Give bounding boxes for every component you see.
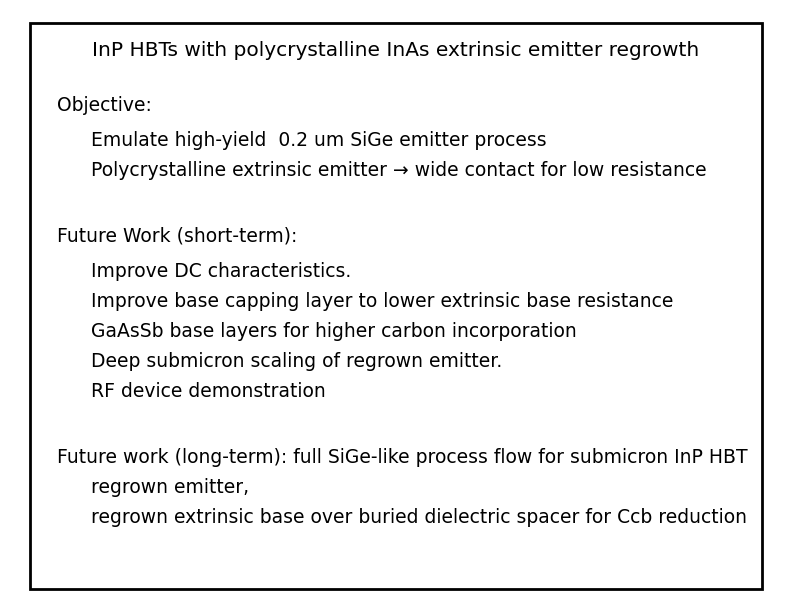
Text: RF device demonstration: RF device demonstration: [91, 381, 326, 401]
Text: Improve base capping layer to lower extrinsic base resistance: Improve base capping layer to lower extr…: [91, 291, 673, 311]
Text: Objective:: Objective:: [57, 95, 152, 115]
Text: Future work (long-term): full SiGe-like process flow for submicron InP HBT: Future work (long-term): full SiGe-like …: [57, 447, 748, 467]
Text: GaAsSb base layers for higher carbon incorporation: GaAsSb base layers for higher carbon inc…: [91, 321, 577, 341]
Text: regrown emitter,: regrown emitter,: [91, 477, 249, 497]
Text: regrown extrinsic base over buried dielectric spacer for Ccb reduction: regrown extrinsic base over buried diele…: [91, 507, 747, 527]
Text: Future Work (short-term):: Future Work (short-term):: [57, 226, 298, 246]
Text: InP HBTs with polycrystalline InAs extrinsic emitter regrowth: InP HBTs with polycrystalline InAs extri…: [93, 40, 699, 60]
Text: Deep submicron scaling of regrown emitter.: Deep submicron scaling of regrown emitte…: [91, 351, 502, 371]
Text: Polycrystalline extrinsic emitter → wide contact for low resistance: Polycrystalline extrinsic emitter → wide…: [91, 160, 706, 180]
Text: Improve DC characteristics.: Improve DC characteristics.: [91, 261, 352, 281]
Text: Emulate high-yield  0.2 um SiGe emitter process: Emulate high-yield 0.2 um SiGe emitter p…: [91, 130, 546, 150]
